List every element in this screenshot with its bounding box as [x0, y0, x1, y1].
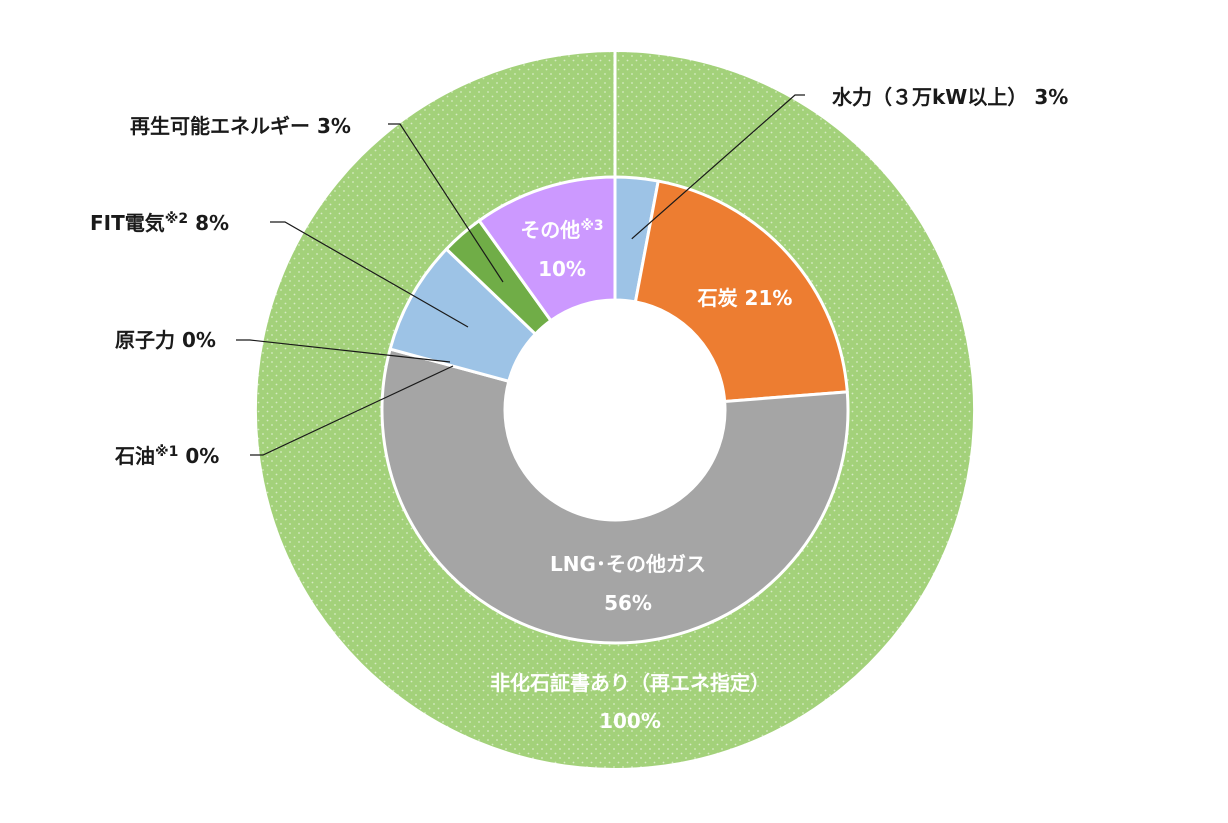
leader-line-oil	[250, 365, 454, 456]
inner-slice-1	[633, 179, 849, 403]
inner-ring	[380, 175, 850, 645]
label-nuclear: 原子力 0%	[115, 328, 216, 352]
label-fit: FIT電気※2 8%	[90, 211, 229, 235]
leader-line-fit	[270, 221, 469, 328]
inner-slice-2	[380, 347, 850, 645]
outer-ring	[256, 51, 974, 769]
leader-line-nuclear	[236, 339, 451, 363]
label-coal: 石炭 21%	[697, 286, 793, 310]
inner-slice-7	[477, 175, 617, 323]
label-outer-value: 100%	[599, 709, 661, 733]
label-lng-name: LNG･その他ガス	[550, 552, 706, 576]
outer-slice-renewable-certified	[256, 51, 974, 769]
leader-line-hydro	[631, 94, 805, 240]
leader-lines	[236, 94, 805, 456]
label-outer-name: 非化石証書あり（再エネ指定）	[490, 671, 770, 695]
label-other-value: 10%	[538, 257, 586, 281]
label-oil: 石油※1 0%	[114, 444, 219, 468]
label-lng-value: 56%	[604, 591, 652, 615]
label-hydro: 水力（３万kW以上） 3%	[832, 85, 1068, 109]
label-other-name: その他※3	[520, 218, 603, 242]
data-labels: 水力（３万kW以上） 3% 石炭 21% LNG･その他ガス 56% 石油※1 0% 原子…	[90, 85, 1068, 733]
label-renewable: 再生可能エネルギー 3%	[130, 114, 351, 138]
leader-line-renewable	[388, 123, 504, 283]
